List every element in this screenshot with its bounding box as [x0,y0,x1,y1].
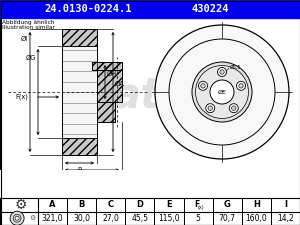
Text: B: B [77,167,82,173]
Bar [97,62,122,102]
Circle shape [206,104,215,113]
Circle shape [239,83,243,88]
Bar [0,170,300,225]
Circle shape [196,65,248,119]
Circle shape [10,211,24,225]
Text: ate: ate [112,74,188,116]
Text: C (MTH): C (MTH) [84,174,110,180]
Text: (x): (x) [198,205,204,210]
Circle shape [208,106,212,110]
Text: A: A [49,200,56,209]
Circle shape [218,68,226,76]
Circle shape [232,106,236,110]
Text: D: D [85,180,89,186]
Text: ØI: ØI [21,36,28,42]
Text: Ø5,5: Ø5,5 [230,65,242,70]
Bar [97,102,115,122]
Text: ⚙: ⚙ [29,215,35,221]
Text: Abbildung ähnlich: Abbildung ähnlich [2,20,55,25]
Circle shape [236,81,245,90]
Text: B: B [79,200,85,209]
Circle shape [155,25,289,159]
Circle shape [201,83,205,88]
Text: ØH: ØH [107,71,117,77]
Text: 115,0: 115,0 [158,214,180,223]
Text: Illustration similar: Illustration similar [2,25,55,30]
Text: ØA: ØA [115,81,125,87]
Circle shape [15,216,19,220]
Text: D: D [136,200,143,209]
Text: ØE: ØE [218,90,226,94]
Text: 70,7: 70,7 [219,214,236,223]
Text: C: C [108,200,114,209]
Bar [62,29,97,46]
Circle shape [199,81,208,90]
Circle shape [229,104,238,113]
Text: 24.0130-0224.1: 24.0130-0224.1 [44,4,132,14]
Circle shape [192,62,252,122]
Circle shape [169,39,275,145]
Text: I: I [284,200,287,209]
Bar [62,29,97,46]
Bar [62,138,97,155]
Text: F: F [194,200,200,209]
Text: 27,0: 27,0 [102,214,119,223]
Bar [97,62,122,102]
Bar [0,198,300,212]
Text: F(x): F(x) [15,94,28,100]
Text: 5: 5 [196,214,200,223]
Circle shape [210,80,234,104]
Bar [62,138,97,155]
Bar [0,212,300,225]
Text: 14,2: 14,2 [277,214,294,223]
Bar [62,46,97,138]
Text: 160,0: 160,0 [245,214,267,223]
Text: E: E [166,200,172,209]
Text: H: H [253,200,260,209]
Text: 45,5: 45,5 [131,214,148,223]
Circle shape [220,70,224,74]
Bar [97,102,115,122]
Text: ⚙: ⚙ [15,198,27,212]
Text: 430224: 430224 [191,4,229,14]
Bar [92,62,122,70]
Text: 30,0: 30,0 [73,214,90,223]
Bar [92,62,122,70]
Bar [0,0,300,18]
Text: 321,0: 321,0 [42,214,63,223]
Text: ØG: ØG [26,55,36,61]
Bar [0,18,300,170]
Circle shape [13,214,21,222]
Text: G: G [224,200,231,209]
